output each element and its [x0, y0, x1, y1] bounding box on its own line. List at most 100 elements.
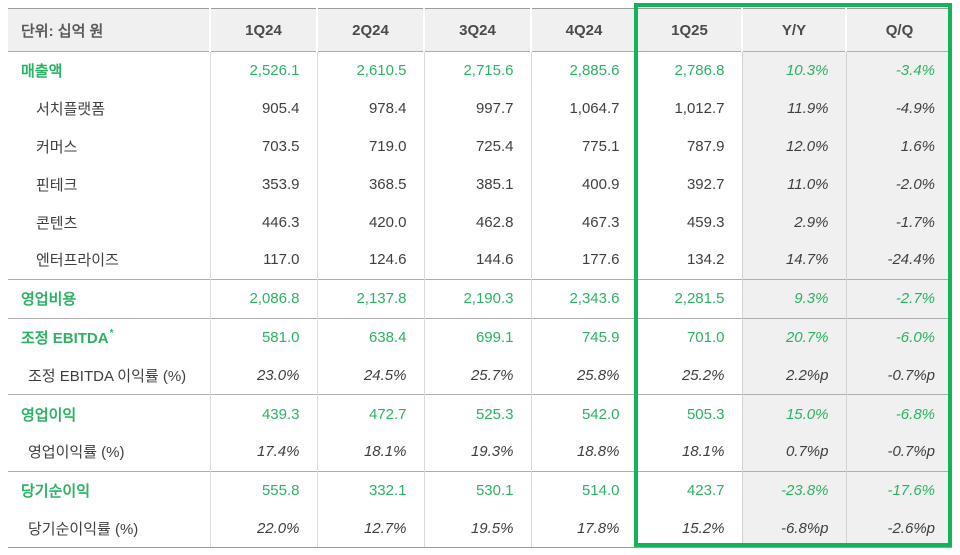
row-label: 당기순이익: [8, 470, 211, 510]
column-header-4q24: 4Q24: [531, 8, 638, 52]
cell-2q24: 124.6: [317, 240, 425, 280]
cell-2q24: 18.1%: [317, 432, 425, 472]
column-header-qoq: Q/Q: [846, 8, 952, 52]
table-row: 조정 EBITDA 이익률 (%) 23.0% 24.5% 25.7% 25.8…: [8, 356, 952, 395]
cell-1q24: 17.4%: [210, 432, 318, 472]
cell-2q24: 368.5: [317, 165, 425, 204]
column-header-1q24: 1Q24: [210, 8, 318, 52]
cell-1q24: 2,526.1: [210, 51, 318, 90]
cell-4q24: 177.6: [531, 240, 638, 280]
column-header-1q25: 1Q25: [637, 8, 743, 52]
row-label: 조정 EBITDA*: [8, 317, 211, 357]
row-label: 영업이익: [8, 394, 211, 433]
cell-3q24: 525.3: [424, 394, 532, 433]
cell-yoy: 9.3%: [742, 278, 847, 319]
cell-1q25: 2,786.8: [637, 51, 743, 90]
cell-3q24: 385.1: [424, 165, 532, 204]
cell-4q24: 17.8%: [531, 509, 638, 549]
cell-4q24: 542.0: [531, 394, 638, 433]
row-label: 당기순이익률 (%): [8, 509, 211, 549]
cell-1q24: 353.9: [210, 165, 318, 204]
cell-1q24: 2,086.8: [210, 278, 318, 319]
cell-4q24: 18.8%: [531, 432, 638, 472]
cell-qoq: -0.7%p: [846, 356, 952, 395]
cell-yoy: 2.9%: [742, 203, 847, 241]
cell-3q24: 144.6: [424, 240, 532, 280]
table-row: 매출액 2,526.1 2,610.5 2,715.6 2,885.6 2,78…: [8, 51, 952, 90]
cell-2q24: 2,610.5: [317, 51, 425, 90]
cell-2q24: 638.4: [317, 317, 425, 357]
cell-2q24: 719.0: [317, 127, 425, 166]
column-header-2q24: 2Q24: [317, 8, 425, 52]
cell-1q24: 905.4: [210, 89, 318, 128]
table-row: 조정 EBITDA* 581.0 638.4 699.1 745.9 701.0…: [8, 317, 952, 357]
cell-1q25: 392.7: [637, 165, 743, 204]
cell-qoq: -24.4%: [846, 240, 952, 280]
cell-3q24: 2,190.3: [424, 278, 532, 319]
cell-yoy: 0.7%p: [742, 432, 847, 472]
cell-1q24: 439.3: [210, 394, 318, 433]
cell-3q24: 25.7%: [424, 356, 532, 395]
cell-1q24: 23.0%: [210, 356, 318, 395]
cell-4q24: 25.8%: [531, 356, 638, 395]
cell-3q24: 19.3%: [424, 432, 532, 472]
cell-1q24: 703.5: [210, 127, 318, 166]
cell-4q24: 400.9: [531, 165, 638, 204]
cell-1q25: 2,281.5: [637, 278, 743, 319]
cell-3q24: 699.1: [424, 317, 532, 357]
cell-1q25: 423.7: [637, 470, 743, 510]
cell-qoq: -6.0%: [846, 317, 952, 357]
row-label: 엔터프라이즈: [8, 240, 211, 280]
cell-1q25: 505.3: [637, 394, 743, 433]
cell-2q24: 472.7: [317, 394, 425, 433]
table-row: 엔터프라이즈 117.0 124.6 144.6 177.6 134.2 14.…: [8, 240, 952, 280]
cell-3q24: 19.5%: [424, 509, 532, 549]
cell-1q24: 581.0: [210, 317, 318, 357]
column-header-3q24: 3Q24: [424, 8, 532, 52]
cell-3q24: 530.1: [424, 470, 532, 510]
row-label: 조정 EBITDA 이익률 (%): [8, 356, 211, 395]
table-row: 핀테크 353.9 368.5 385.1 400.9 392.7 11.0% …: [8, 165, 952, 204]
financial-results-table: 단위: 십억 원 1Q24 2Q24 3Q24 4Q24 1Q25 Y/Y Q/…: [8, 8, 952, 549]
cell-qoq: -17.6%: [846, 470, 952, 510]
footnote-asterisk: *: [109, 327, 114, 339]
cell-4q24: 467.3: [531, 203, 638, 241]
cell-qoq: -2.0%: [846, 165, 952, 204]
cell-yoy: 20.7%: [742, 317, 847, 357]
cell-yoy: 15.0%: [742, 394, 847, 433]
cell-yoy: -6.8%p: [742, 509, 847, 549]
table-row: 서치플랫폼 905.4 978.4 997.7 1,064.7 1,012.7 …: [8, 89, 952, 128]
cell-4q24: 775.1: [531, 127, 638, 166]
cell-1q25: 25.2%: [637, 356, 743, 395]
cell-2q24: 978.4: [317, 89, 425, 128]
row-label: 영업이익률 (%): [8, 432, 211, 472]
cell-1q25: 1,012.7: [637, 89, 743, 128]
cell-2q24: 12.7%: [317, 509, 425, 549]
cell-1q25: 15.2%: [637, 509, 743, 549]
cell-1q25: 787.9: [637, 127, 743, 166]
cell-4q24: 1,064.7: [531, 89, 638, 128]
row-label: 핀테크: [8, 165, 211, 204]
cell-2q24: 420.0: [317, 203, 425, 241]
table-row: 콘텐츠 446.3 420.0 462.8 467.3 459.3 2.9% -…: [8, 203, 952, 241]
cell-1q25: 701.0: [637, 317, 743, 357]
table-row: 커머스 703.5 719.0 725.4 775.1 787.9 12.0% …: [8, 127, 952, 166]
cell-yoy: 11.0%: [742, 165, 847, 204]
cell-yoy: 12.0%: [742, 127, 847, 166]
row-label: 서치플랫폼: [8, 89, 211, 128]
cell-1q24: 117.0: [210, 240, 318, 280]
quarterly-financials-table: 단위: 십억 원 1Q24 2Q24 3Q24 4Q24 1Q25 Y/Y Q/…: [8, 8, 952, 549]
table-body: 매출액 2,526.1 2,610.5 2,715.6 2,885.6 2,78…: [8, 51, 952, 549]
cell-yoy: -23.8%: [742, 470, 847, 510]
cell-yoy: 14.7%: [742, 240, 847, 280]
cell-1q24: 555.8: [210, 470, 318, 510]
cell-2q24: 24.5%: [317, 356, 425, 395]
cell-1q25: 459.3: [637, 203, 743, 241]
cell-3q24: 2,715.6: [424, 51, 532, 90]
cell-1q25: 18.1%: [637, 432, 743, 472]
row-label: 영업비용: [8, 278, 211, 319]
cell-4q24: 2,343.6: [531, 278, 638, 319]
cell-qoq: -0.7%p: [846, 432, 952, 472]
cell-qoq: -4.9%: [846, 89, 952, 128]
